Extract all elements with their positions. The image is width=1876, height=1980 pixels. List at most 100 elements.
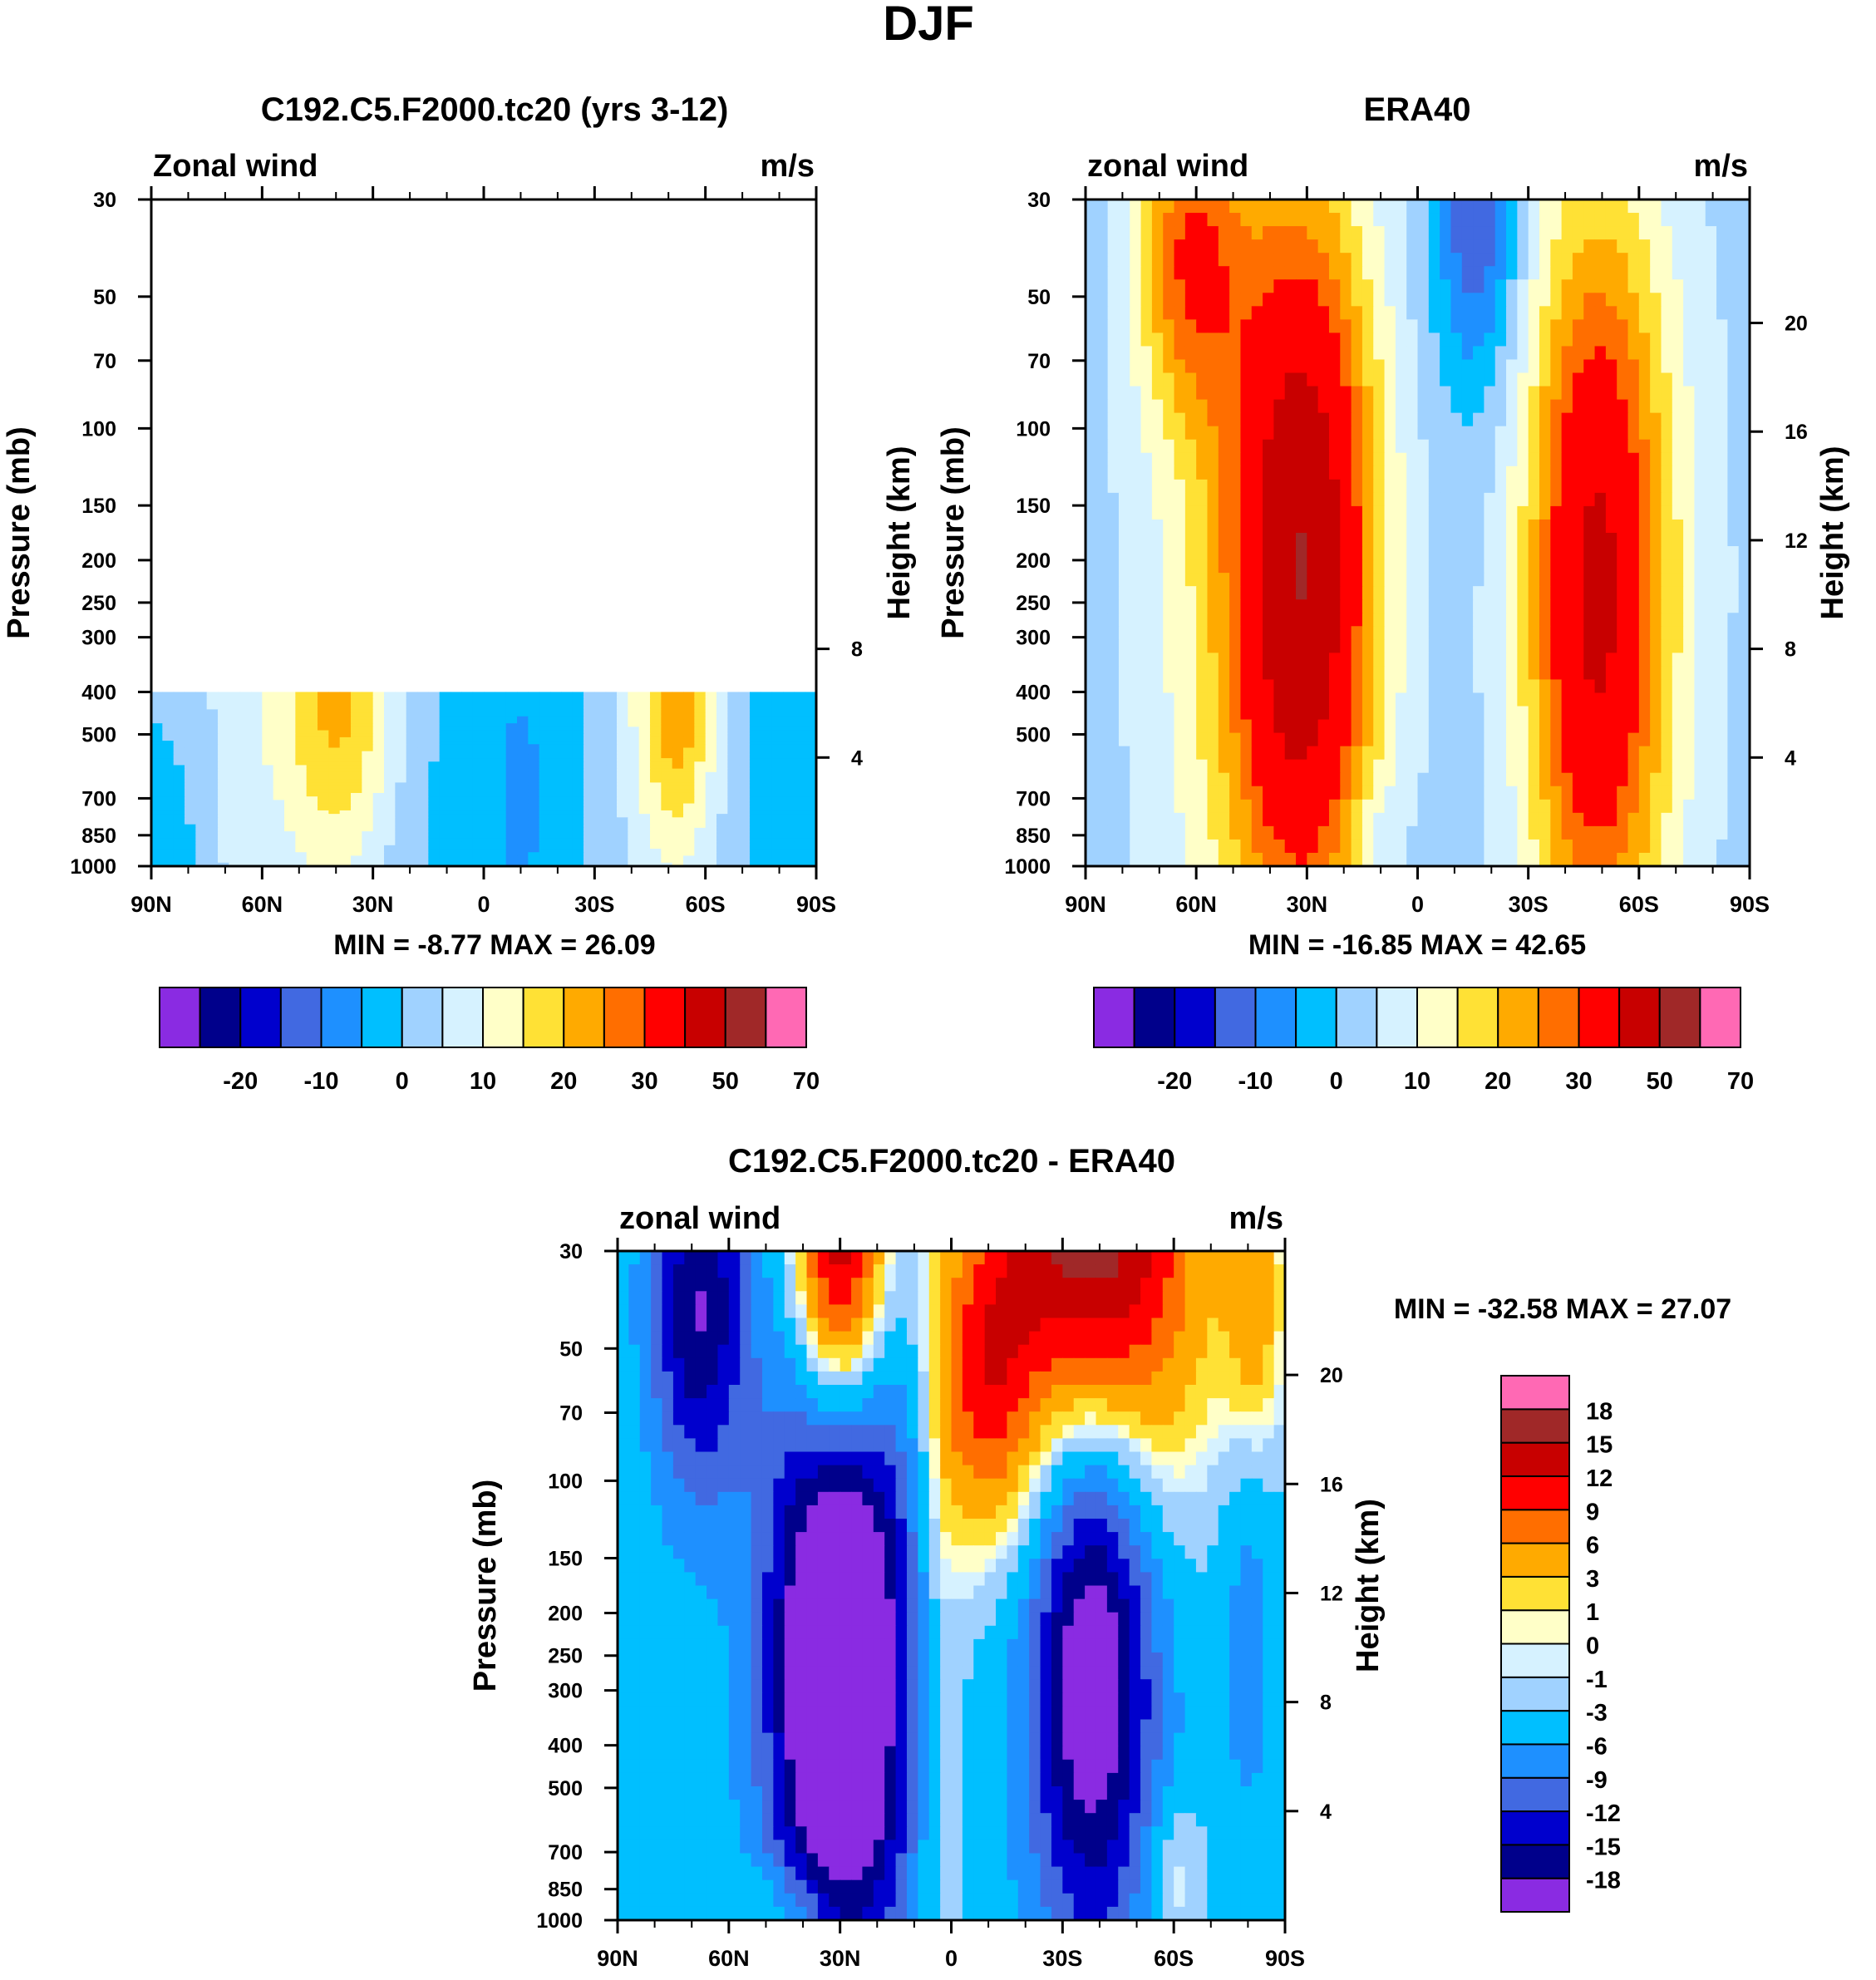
contour-cell <box>1384 399 1396 414</box>
contour-cell <box>151 838 163 843</box>
contour-cell <box>1683 505 1696 520</box>
contour-cell <box>218 776 229 780</box>
contour-cell <box>1163 399 1175 414</box>
contour-cell <box>295 862 308 867</box>
contour-cell <box>1517 386 1529 401</box>
contour-cell <box>572 782 584 787</box>
contour-cell <box>1539 519 1551 534</box>
contour-cell <box>628 736 640 741</box>
contour-cell <box>617 698 628 703</box>
contour-cell <box>318 730 329 735</box>
contour-cell <box>628 817 640 822</box>
contour-cell <box>1184 386 1197 401</box>
contour-cell <box>362 741 374 745</box>
contour-cell <box>750 841 761 846</box>
contour-cell <box>151 820 163 825</box>
contour-cell <box>638 820 651 825</box>
contour-cell <box>1727 399 1740 414</box>
contour-cell <box>761 824 773 829</box>
contour-cell <box>1086 519 1097 534</box>
contour-cell <box>1561 426 1573 441</box>
contour-cell <box>1118 293 1130 307</box>
contour-cell <box>628 782 640 787</box>
contour-cell <box>328 789 341 794</box>
contour-cell <box>451 771 462 776</box>
contour-cell <box>417 855 429 860</box>
contour-cell <box>1340 319 1352 333</box>
contour-cell <box>1440 266 1452 280</box>
contour-cell <box>384 712 396 717</box>
contour-cell <box>1617 359 1629 374</box>
contour-cell <box>1284 266 1297 280</box>
contour-cell <box>1461 586 1474 600</box>
contour-cell <box>1450 573 1463 587</box>
contour-cell <box>605 695 618 700</box>
contour-cell <box>439 831 451 835</box>
contour-cell <box>417 723 429 727</box>
contour-cell <box>395 768 407 773</box>
contour-cell <box>539 855 551 860</box>
contour-cell <box>1118 372 1130 387</box>
contour-cell <box>505 765 518 770</box>
contour-cell <box>1727 213 1740 227</box>
contour-cell <box>1694 452 1706 467</box>
contour-cell <box>750 820 761 825</box>
contour-cell <box>583 736 595 741</box>
contour-cell <box>572 827 584 832</box>
contour-cell <box>550 754 562 759</box>
contour-cell <box>550 810 562 815</box>
contour-cell <box>229 862 241 867</box>
contour-cell <box>1151 439 1164 454</box>
contour-cell <box>1561 412 1573 427</box>
contour-cell <box>1539 359 1551 374</box>
contour-cell <box>1638 439 1651 454</box>
contour-cell <box>162 719 175 724</box>
contour-cell <box>395 695 407 700</box>
contour-cell <box>738 782 751 787</box>
contour-cell <box>1218 559 1230 574</box>
contour-cell <box>295 747 308 752</box>
contour-cell <box>351 845 362 850</box>
contour-cell <box>428 695 441 700</box>
contour-cell <box>273 765 285 770</box>
contour-cell <box>395 712 407 717</box>
contour-cell <box>1107 492 1120 507</box>
contour-cell <box>1184 372 1197 387</box>
contour-cell <box>1661 533 1673 547</box>
contour-cell <box>1351 412 1363 427</box>
contour-cell <box>572 835 584 840</box>
contour-cell <box>1229 346 1242 361</box>
contour-cell <box>683 712 695 717</box>
contour-cell <box>218 824 229 829</box>
contour-cell <box>650 744 662 749</box>
contour-cell <box>484 849 495 853</box>
contour-cell <box>1140 253 1153 267</box>
contour-cell <box>1273 279 1286 293</box>
contour-cell <box>351 806 362 811</box>
contour-cell <box>451 838 462 843</box>
contour-cell <box>1705 199 1717 214</box>
contour-cell <box>1351 559 1363 574</box>
contour-cell <box>1716 226 1728 240</box>
contour-cell <box>1461 439 1474 454</box>
contour-cell <box>173 817 185 822</box>
contour-cell <box>805 792 817 797</box>
contour-cell <box>1307 613 1319 627</box>
contour-cell <box>1572 332 1584 347</box>
contour-cell <box>1506 452 1518 467</box>
contour-cell <box>783 733 795 738</box>
contour-cell <box>1317 546 1330 560</box>
contour-cell <box>1450 465 1463 480</box>
contour-cell <box>750 852 761 857</box>
contour-cell <box>1406 332 1419 347</box>
contour-cell <box>1561 519 1573 534</box>
contour-cell <box>417 810 429 815</box>
contour-cell <box>705 716 717 721</box>
contour-cell <box>428 817 441 822</box>
contour-cell <box>1263 399 1274 414</box>
contour-cell <box>594 817 607 822</box>
contour-cell <box>1406 199 1419 214</box>
contour-cell <box>151 758 163 762</box>
contour-cell <box>173 723 185 727</box>
contour-cell <box>517 796 529 800</box>
